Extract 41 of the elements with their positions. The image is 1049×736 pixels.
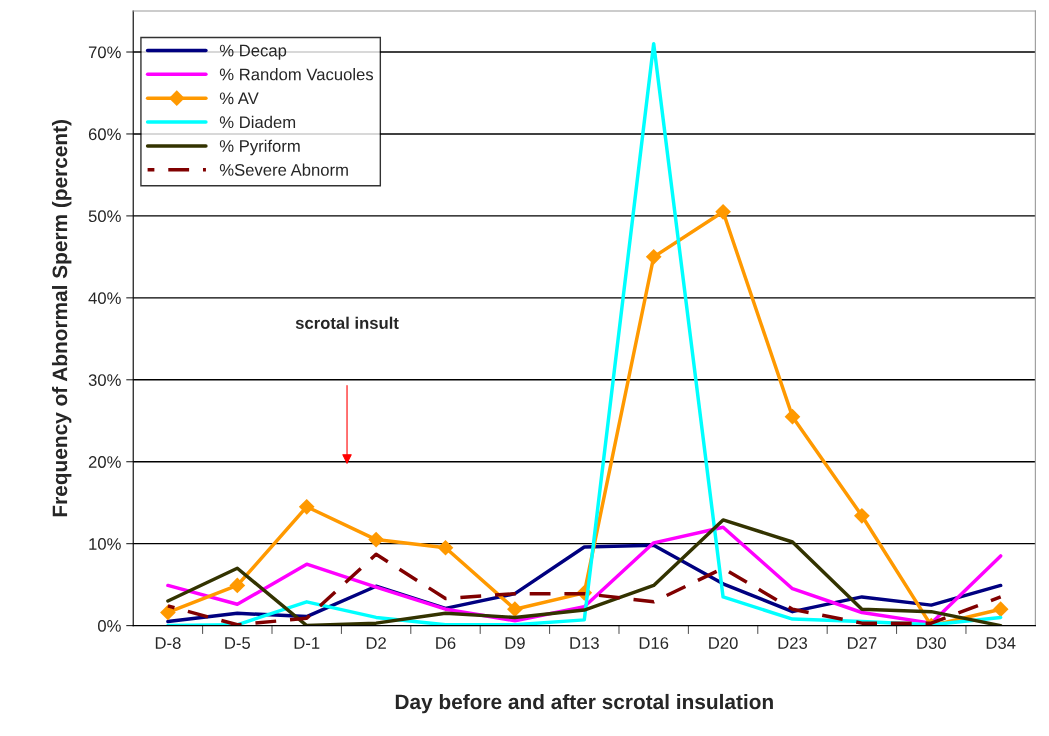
x-tick-label: D-8 (155, 637, 181, 649)
x-tick-label: D-1 (294, 637, 320, 649)
x-tick-label: D2 (366, 637, 386, 649)
x-tick-label: D23 (778, 637, 808, 649)
y-tick-label: 50% (88, 210, 121, 223)
legend-label: % Diadem (219, 115, 296, 129)
x-tick-label: D9 (505, 637, 525, 649)
annotation: scrotal insult (295, 316, 399, 329)
point (854, 507, 870, 524)
point (784, 408, 801, 425)
y-axis-title: Frequency of Abnormal Sperm (percent) (51, 120, 72, 517)
y-tick-label: 70% (88, 46, 121, 59)
point (992, 601, 1009, 618)
point (160, 604, 176, 621)
x-tick-label: D6 (436, 637, 456, 649)
y-tick-label: 30% (88, 374, 121, 386)
y-tick-label: 10% (89, 538, 121, 550)
x-tick-label: D30 (917, 637, 946, 649)
point (229, 577, 246, 594)
x-tick-label: D13 (570, 637, 599, 649)
y-tick-label: 60% (88, 128, 121, 141)
legend-label: % Pyriform (219, 139, 300, 156)
legend-label: %Severe Abnorm (219, 163, 348, 176)
point (645, 249, 662, 265)
point (298, 498, 315, 515)
point (437, 539, 454, 556)
x-tick-label: D-5 (225, 637, 251, 649)
x-tick-label: D16 (639, 637, 669, 649)
legend-label: % Decap (219, 44, 287, 60)
point (715, 203, 731, 220)
legend-label: % AV (219, 92, 259, 105)
x-tick-label: D27 (847, 637, 877, 649)
legend-label: % Random Vacuoles (219, 68, 374, 81)
y-tick-label: 40% (88, 292, 121, 305)
point (507, 601, 523, 618)
point (368, 531, 384, 548)
x-tick-label: D34 (986, 637, 1016, 649)
y-tick-label: 20% (88, 456, 121, 468)
x-tick-label: D20 (709, 637, 738, 649)
y-tick-label: 0% (97, 620, 121, 632)
x-axis-title: Day before and after scrotal insulation (395, 693, 773, 714)
